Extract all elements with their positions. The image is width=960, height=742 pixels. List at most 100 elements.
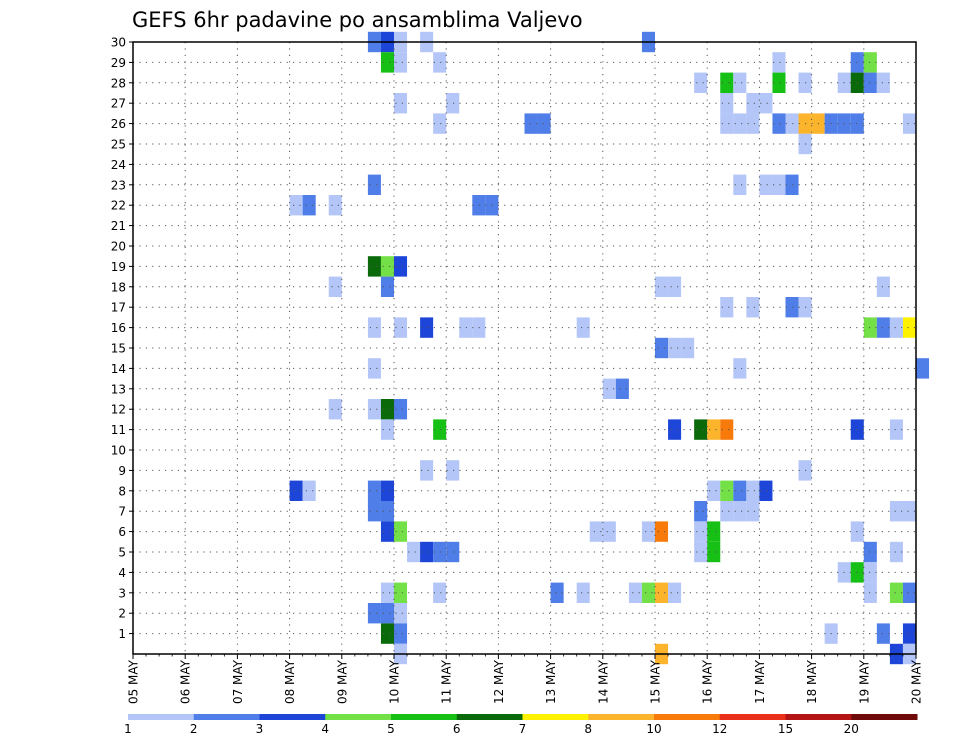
data-cell — [720, 113, 734, 134]
colorbar-label: 20 — [844, 722, 859, 736]
data-cell — [720, 501, 734, 522]
data-cell — [733, 358, 747, 379]
data-cell — [380, 623, 394, 644]
x-tick-label: 12 MAY — [492, 659, 506, 704]
data-cell — [655, 582, 669, 603]
colorbar-label: 6 — [453, 722, 461, 736]
data-cell — [394, 623, 408, 644]
data-cell — [589, 521, 603, 542]
colorbar: 1 2 3 4 5 6 7 8 10 12 15 20 — [124, 714, 918, 736]
data-cell — [380, 501, 394, 522]
data-cell — [380, 276, 394, 297]
y-tick-label: 13 — [111, 382, 126, 396]
x-tick-label: 05 MAY — [127, 659, 141, 704]
data-cell — [380, 521, 394, 542]
data-cell — [641, 582, 655, 603]
colorbar-label: 7 — [519, 722, 527, 736]
data-cell — [746, 93, 760, 114]
data-cell — [380, 582, 394, 603]
data-cell — [380, 256, 394, 277]
colorbar-swatch — [259, 714, 326, 720]
data-cell — [380, 52, 394, 73]
colorbar-label: 1 — [124, 722, 132, 736]
y-tick-label: 28 — [111, 76, 126, 90]
data-cell — [446, 460, 460, 481]
x-tick-label: 08 MAY — [283, 659, 297, 704]
data-cell — [733, 480, 747, 501]
y-tick-label: 17 — [111, 301, 126, 315]
data-cell — [707, 480, 721, 501]
x-tick-label: 18 MAY — [805, 659, 819, 704]
colorbar-swatch — [193, 714, 260, 720]
data-cell — [720, 419, 734, 440]
y-tick-label: 3 — [118, 586, 126, 600]
data-cell — [876, 623, 890, 644]
data-cell — [459, 317, 473, 338]
data-cell — [394, 582, 408, 603]
data-cell — [602, 521, 616, 542]
y-tick-label: 11 — [111, 423, 126, 437]
data-cell — [302, 195, 316, 216]
data-cell — [433, 582, 447, 603]
y-tick-label: 12 — [111, 403, 126, 417]
y-tick-label: 9 — [118, 464, 126, 478]
data-cell — [668, 582, 682, 603]
data-cell — [367, 256, 381, 277]
data-cell — [367, 174, 381, 195]
colorbar-swatch — [325, 714, 392, 720]
data-cell — [394, 603, 408, 624]
y-tick-label: 26 — [111, 117, 126, 131]
data-cell — [433, 541, 447, 563]
data-cell — [694, 501, 708, 522]
colorbar-swatch — [851, 714, 918, 720]
y-tick-label: 27 — [111, 97, 126, 111]
colorbar-swatch — [588, 714, 655, 720]
data-cell — [889, 419, 903, 440]
data-cell — [289, 480, 303, 501]
data-cell — [720, 480, 734, 501]
data-cell — [733, 113, 747, 134]
data-cell — [380, 480, 394, 501]
data-cell — [746, 297, 760, 318]
x-tick-label: 15 MAY — [649, 659, 663, 704]
data-cell — [367, 603, 381, 624]
data-cell — [576, 582, 590, 603]
data-cell — [367, 501, 381, 522]
y-tick-label: 29 — [111, 56, 126, 70]
data-cell — [550, 582, 564, 603]
colorbar-label: 2 — [190, 722, 198, 736]
data-cell — [720, 297, 734, 318]
y-tick-label: 6 — [118, 525, 126, 539]
data-cell — [746, 113, 760, 134]
data-cell — [707, 521, 721, 542]
data-cell — [433, 113, 447, 134]
data-cell — [394, 317, 408, 338]
data-cell — [289, 195, 303, 216]
data-cell — [733, 72, 747, 93]
colorbar-swatch — [719, 714, 786, 720]
data-cell — [380, 419, 394, 440]
data-cell — [720, 72, 734, 93]
y-tick-label: 14 — [111, 362, 126, 376]
colorbar-label: 15 — [778, 722, 793, 736]
colorbar-swatch — [522, 714, 589, 720]
data-cell — [863, 562, 877, 583]
y-tick-label: 4 — [118, 566, 126, 580]
data-cell — [394, 93, 408, 114]
data-cell — [394, 521, 408, 542]
data-cell — [863, 541, 877, 563]
data-cell — [537, 113, 551, 134]
data-cell — [694, 72, 708, 93]
y-tick-label: 5 — [118, 546, 126, 560]
x-tick-label: 06 MAY — [179, 659, 193, 704]
data-cell — [380, 399, 394, 420]
x-axis: 05 MAY 06 MAY 07 MAY 08 MAY 09 MAY 10 MAY 11 M… — [127, 654, 924, 704]
data-cell — [889, 541, 903, 563]
data-cell — [902, 113, 916, 134]
colorbar-swatch — [785, 714, 852, 720]
data-cell — [876, 72, 890, 93]
data-cell — [694, 541, 708, 563]
x-tick-label: 09 MAY — [335, 659, 349, 704]
y-tick-label: 8 — [118, 484, 126, 498]
data-cell — [446, 93, 460, 114]
